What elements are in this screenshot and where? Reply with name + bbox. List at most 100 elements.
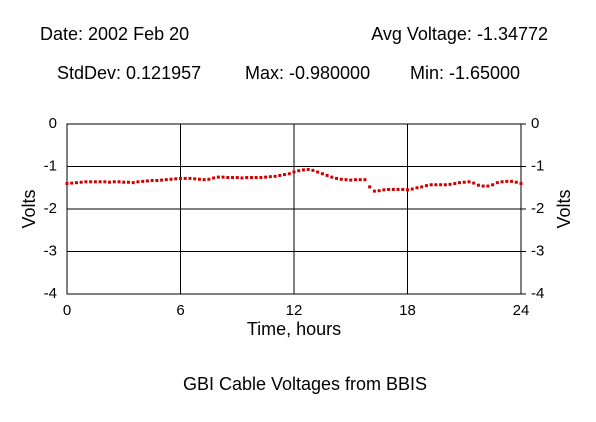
data-point (505, 179, 509, 183)
data-point (183, 176, 187, 180)
data-point (164, 178, 168, 182)
data-point (150, 179, 154, 183)
data-point (89, 180, 93, 184)
data-point (410, 187, 414, 191)
data-point (278, 173, 282, 177)
y-tick-label: -3 (44, 242, 57, 259)
data-point (320, 172, 324, 176)
data-point (207, 177, 211, 181)
data-point (249, 176, 253, 180)
min: Min: -1.65000 (410, 63, 520, 83)
data-point (70, 181, 74, 185)
data-point (458, 181, 462, 185)
data-point (221, 175, 225, 179)
data-point (108, 180, 112, 184)
data-point (141, 179, 145, 183)
data-point (179, 176, 182, 180)
data-point (231, 176, 235, 180)
data-point (387, 187, 391, 191)
data-point (126, 180, 130, 184)
data-point (84, 180, 88, 184)
data-point (368, 185, 372, 189)
y-axis-label: Volts (19, 189, 39, 228)
y2-tick-label: -1 (531, 157, 544, 174)
x-axis-label: Time, hours (247, 319, 341, 339)
data-point (268, 175, 272, 179)
y2-tick-label: -4 (531, 285, 544, 302)
data-point (339, 177, 343, 181)
data-point (481, 184, 485, 188)
data-point (420, 185, 424, 189)
data-point (424, 184, 428, 188)
data-point (330, 175, 334, 179)
data-point (145, 179, 149, 183)
data-point (197, 177, 201, 181)
data-point (245, 176, 249, 180)
y-tick-label: -1 (44, 157, 57, 174)
data-point (462, 180, 466, 184)
data-point (396, 187, 400, 191)
data-point (112, 180, 116, 184)
y2-tick-label: -3 (531, 242, 544, 259)
data-point (174, 177, 178, 181)
data-point (448, 182, 452, 186)
x-tick-label: 12 (286, 302, 303, 319)
data-point (372, 189, 376, 193)
y-tick-label: -4 (44, 285, 57, 302)
data-point (349, 178, 353, 182)
data-point (429, 183, 433, 187)
data-point (472, 181, 476, 185)
data-point (240, 176, 244, 180)
data-point (79, 180, 83, 184)
y2-axis-label: Volts (554, 189, 574, 228)
y2-tick-label: -2 (531, 200, 544, 217)
data-point (353, 178, 357, 182)
x-tick-label: 24 (513, 302, 530, 319)
data-point (287, 172, 291, 176)
data-point (160, 178, 164, 182)
max: Max: -0.980000 (245, 63, 370, 83)
y-tick-label: -2 (44, 200, 57, 217)
data-point (259, 176, 263, 180)
data-point (93, 180, 97, 184)
data-point (235, 176, 239, 180)
data-point (98, 180, 102, 184)
data-point (519, 182, 523, 185)
data-point (316, 170, 320, 174)
data-point (226, 176, 230, 180)
data-point (254, 176, 258, 180)
data-point (467, 180, 471, 184)
data-point (103, 180, 107, 184)
data-point (344, 178, 348, 182)
chart-title: GBI Cable Voltages from BBIS (183, 374, 427, 394)
data-point (434, 183, 438, 187)
data-point (495, 181, 499, 185)
avg-voltage: Avg Voltage: -1.34772 (371, 24, 548, 44)
data-point (273, 174, 277, 178)
data-point (415, 186, 419, 190)
data-point (136, 180, 140, 184)
x-tick-label: 6 (176, 302, 184, 319)
data-point (358, 178, 362, 182)
y2-tick-label: 0 (531, 115, 539, 132)
data-point (301, 168, 305, 172)
x-tick-label: 0 (63, 302, 71, 319)
data-point (74, 181, 78, 185)
data-point (212, 176, 216, 180)
data-point (117, 180, 121, 184)
data-point (155, 179, 159, 183)
stddev: StdDev: 0.121957 (57, 63, 201, 83)
data-point (439, 183, 443, 187)
data-point (131, 181, 135, 185)
data-point (311, 168, 315, 172)
data-point (264, 175, 268, 179)
data-point (325, 173, 329, 177)
data-point (283, 173, 287, 177)
data-point (443, 183, 447, 187)
data-point (401, 187, 405, 191)
y-tick-label: 0 (49, 115, 57, 132)
data-point (202, 178, 206, 182)
data-point (377, 189, 381, 193)
data-point (122, 180, 126, 184)
